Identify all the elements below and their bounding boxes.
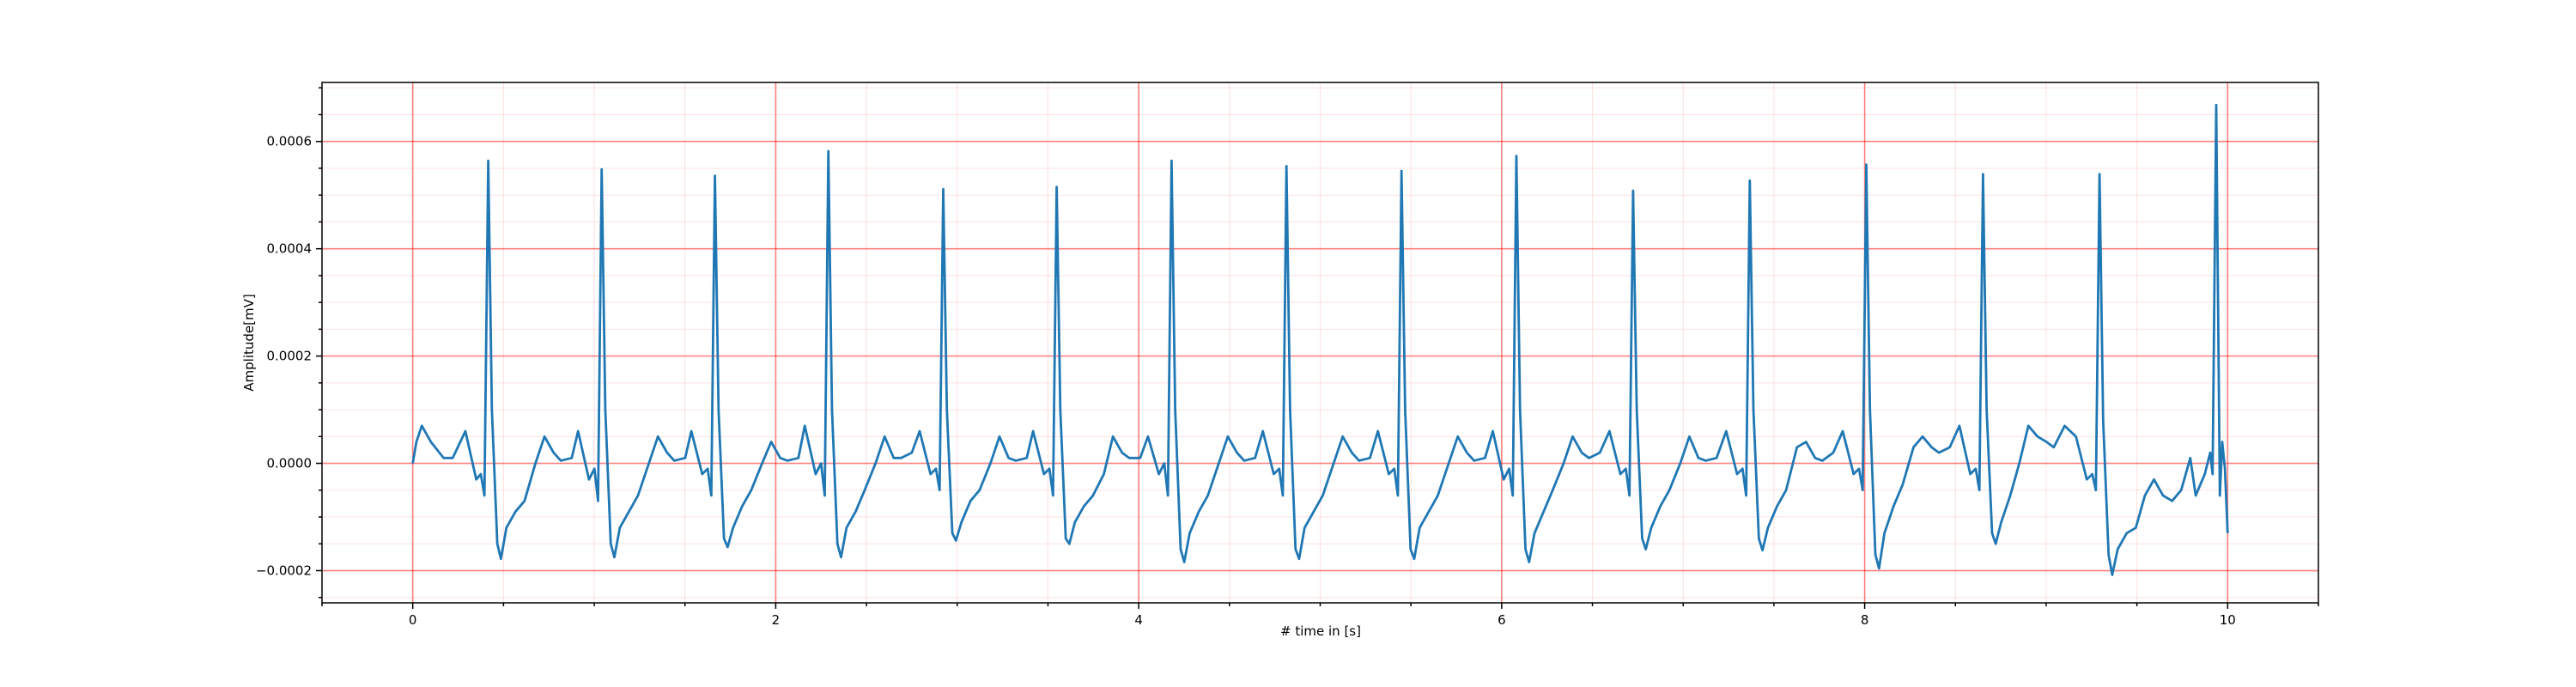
x-axis-label: # time in [s]: [1280, 623, 1361, 639]
x-tick-label: 8: [1861, 612, 1869, 628]
signal-line: [411, 103, 2229, 576]
plot-area: [411, 103, 2229, 576]
y-tick-label: 0.0004: [267, 241, 313, 257]
y-tick-label: 0.0006: [267, 134, 313, 149]
y-tick-label: 0.0002: [267, 349, 313, 364]
y-tick-label: 0.0000: [267, 456, 313, 471]
x-tick-label: 2: [772, 612, 781, 628]
y-axis-label: Amplitude[mV]: [241, 294, 257, 391]
x-tick-label: 4: [1134, 612, 1143, 628]
x-tick-label: 6: [1498, 612, 1506, 628]
x-tick-label: 0: [409, 612, 417, 628]
x-tick-label: 10: [2220, 612, 2236, 628]
y-tick-label: −0.0002: [256, 563, 312, 579]
